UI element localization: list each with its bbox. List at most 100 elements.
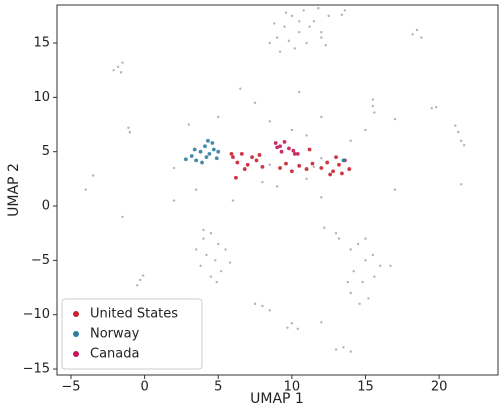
point	[273, 141, 278, 145]
point	[261, 304, 264, 308]
point	[317, 7, 320, 10]
point	[312, 20, 316, 23]
point	[312, 165, 316, 169]
x-tick-label: 5	[214, 380, 222, 395]
point	[119, 71, 123, 74]
point	[342, 346, 345, 349]
point	[411, 33, 414, 36]
point	[183, 157, 188, 162]
point	[204, 155, 209, 160]
point	[393, 188, 397, 191]
point	[337, 237, 341, 240]
point	[261, 180, 264, 184]
point	[211, 147, 216, 152]
point	[349, 248, 352, 251]
point	[430, 107, 433, 110]
legend-box	[61, 298, 203, 370]
point	[434, 105, 438, 109]
point	[136, 284, 139, 287]
point	[327, 14, 330, 18]
point	[219, 270, 223, 273]
point	[337, 162, 341, 167]
x-tick-label: 0	[140, 380, 148, 395]
point	[283, 25, 286, 28]
point	[364, 128, 367, 132]
y-tick-label: 15	[33, 36, 50, 51]
point	[323, 226, 326, 229]
legend-label: United States	[90, 307, 178, 322]
point	[199, 264, 202, 267]
point	[200, 160, 204, 165]
point	[231, 155, 235, 160]
y-tick-label: 0	[42, 199, 50, 214]
point	[268, 41, 271, 45]
legend-label: Canada	[90, 347, 139, 362]
y-axis-label: UMAP 2	[6, 163, 22, 217]
point	[320, 115, 323, 119]
point	[205, 253, 208, 257]
point	[278, 50, 282, 53]
point	[320, 196, 323, 199]
point	[202, 228, 205, 232]
point	[319, 166, 324, 170]
point	[198, 149, 203, 154]
point	[331, 169, 335, 174]
legend-marker	[73, 331, 79, 337]
point	[341, 158, 346, 163]
point	[284, 11, 288, 14]
point	[296, 327, 299, 331]
point	[320, 321, 323, 324]
point	[291, 148, 296, 153]
point	[278, 166, 282, 170]
point	[305, 177, 308, 181]
legend-label: Norway	[90, 327, 140, 342]
point	[349, 350, 352, 353]
point	[298, 20, 301, 23]
point	[361, 280, 364, 284]
point	[234, 175, 238, 180]
point	[284, 161, 288, 166]
point	[279, 149, 284, 154]
x-tick-label: 10	[284, 380, 301, 395]
y-tick-label: 10	[33, 90, 50, 105]
point	[287, 146, 291, 151]
point	[298, 90, 301, 94]
legend-marker	[73, 311, 79, 317]
point	[127, 126, 130, 129]
legend-marker	[73, 351, 79, 357]
point	[373, 275, 376, 278]
point	[172, 166, 176, 170]
point	[215, 280, 218, 284]
point	[275, 145, 280, 150]
point	[239, 151, 244, 156]
point	[229, 151, 234, 156]
point	[253, 302, 257, 306]
point	[214, 156, 219, 161]
point	[278, 144, 282, 149]
point	[138, 278, 142, 282]
point	[462, 143, 466, 147]
point	[290, 128, 294, 132]
point	[128, 130, 132, 134]
point	[116, 65, 120, 69]
point	[275, 185, 279, 188]
point	[268, 309, 271, 312]
point	[141, 274, 145, 277]
point	[84, 188, 87, 191]
point	[293, 47, 297, 50]
point	[298, 30, 301, 34]
point	[228, 261, 232, 264]
point	[172, 199, 176, 202]
x-tick-label: −5	[61, 380, 80, 395]
point	[371, 253, 375, 257]
point	[379, 264, 382, 267]
point	[112, 68, 115, 72]
point	[194, 188, 198, 191]
legend: United States Norway Canada	[61, 298, 203, 370]
point	[457, 130, 460, 134]
point	[257, 153, 262, 157]
point	[343, 9, 347, 12]
point	[286, 326, 289, 329]
